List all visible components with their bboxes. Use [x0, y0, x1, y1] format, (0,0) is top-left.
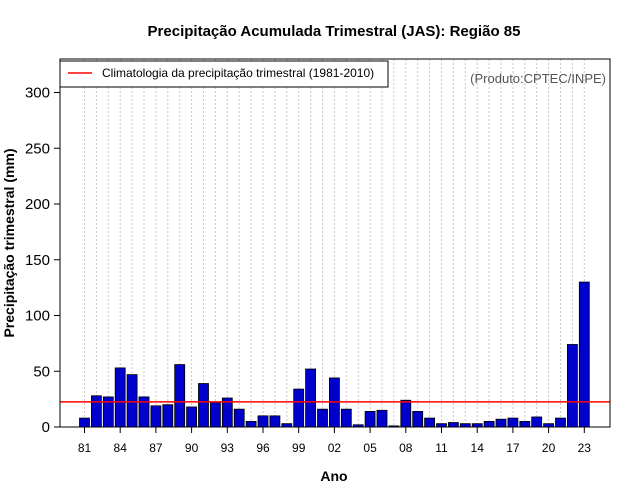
bar-2001: [317, 408, 328, 428]
bar-1987: [150, 405, 162, 428]
x-tick-label: 05: [363, 441, 377, 455]
bar-2012: [447, 422, 459, 428]
bar-2009: [412, 410, 424, 428]
y-tick-label: 200: [25, 196, 50, 213]
y-tick-label: 50: [33, 363, 50, 380]
bar-2011: [436, 423, 447, 428]
plot-frame: [59, 58, 611, 428]
y-tick-label: 300: [25, 85, 50, 102]
bar-1989: [174, 364, 186, 428]
bar-2010: [424, 417, 436, 428]
x-tick-label: 20: [542, 441, 556, 455]
legend: Climatologia da precipitação trimestral …: [59, 60, 389, 88]
x-tick-label: 96: [256, 441, 270, 455]
x-tick-label: 02: [328, 441, 342, 455]
bar-1981: [79, 417, 90, 428]
bar-2003: [340, 408, 352, 428]
bar-1992: [209, 402, 221, 428]
bar-2008: [400, 399, 412, 428]
bar-1995: [245, 421, 257, 428]
x-axis: 81 84 87 90 93 96 99 02 05 08 11 14 17 20 23: [78, 426, 592, 455]
bar-2006: [376, 409, 388, 428]
bar-2021: [555, 417, 566, 428]
bar-2016: [495, 418, 507, 428]
bar-2017: [507, 417, 519, 428]
bar-2019: [531, 416, 543, 428]
bar-1988: [162, 404, 174, 428]
y-axis-label: Precipitação trimestral (mm): [1, 148, 17, 337]
bar-1994: [233, 408, 245, 428]
legend-label: Climatologia da precipitação trimestral …: [102, 66, 374, 80]
y-axis: 0 50 100 150 200 250 300: [25, 85, 60, 436]
x-tick-label: 81: [78, 441, 92, 455]
x-tick-label: 90: [185, 441, 199, 455]
y-tick-label: 100: [25, 308, 50, 325]
bar-2014: [471, 423, 483, 428]
x-tick-label: 11: [435, 441, 448, 455]
bar-1997: [269, 415, 281, 428]
bar-2015: [483, 421, 495, 428]
x-tick-label: 17: [506, 441, 520, 455]
bar-1991: [198, 383, 209, 428]
product-credit: (Produto:CPTEC/INPE): [470, 71, 606, 86]
y-tick-label: 250: [25, 140, 50, 157]
x-tick-label: 14: [471, 441, 485, 455]
x-tick-label: 84: [114, 441, 128, 455]
y-tick-label: 150: [25, 252, 50, 269]
bar-1998: [281, 423, 293, 428]
legend-box: [59, 60, 389, 88]
bar-1996: [257, 415, 269, 428]
bar-2022: [567, 344, 578, 428]
x-tick-label: 87: [149, 441, 163, 455]
chart-title: Precipitação Acumulada Trimestral (JAS):…: [148, 23, 521, 40]
bar-2013: [459, 423, 471, 428]
x-tick-label: 93: [221, 441, 235, 455]
bar-2020: [543, 423, 554, 428]
bar-2018: [519, 421, 531, 428]
y-tick-label: 0: [42, 419, 50, 436]
bar-1982: [91, 395, 102, 428]
bar-2005: [364, 410, 376, 428]
bar-2000: [305, 368, 317, 428]
grid-lines: [84, 59, 585, 427]
bar-1990: [186, 406, 198, 428]
bar-2023: [578, 281, 590, 428]
bar-1984: [114, 367, 126, 428]
x-tick-label: 08: [399, 441, 413, 455]
bar-1985: [126, 374, 138, 428]
bar-1999: [293, 388, 305, 428]
x-tick-label: 99: [292, 441, 306, 455]
x-axis-label: Ano: [320, 468, 347, 484]
x-tick-label: 23: [578, 441, 592, 455]
